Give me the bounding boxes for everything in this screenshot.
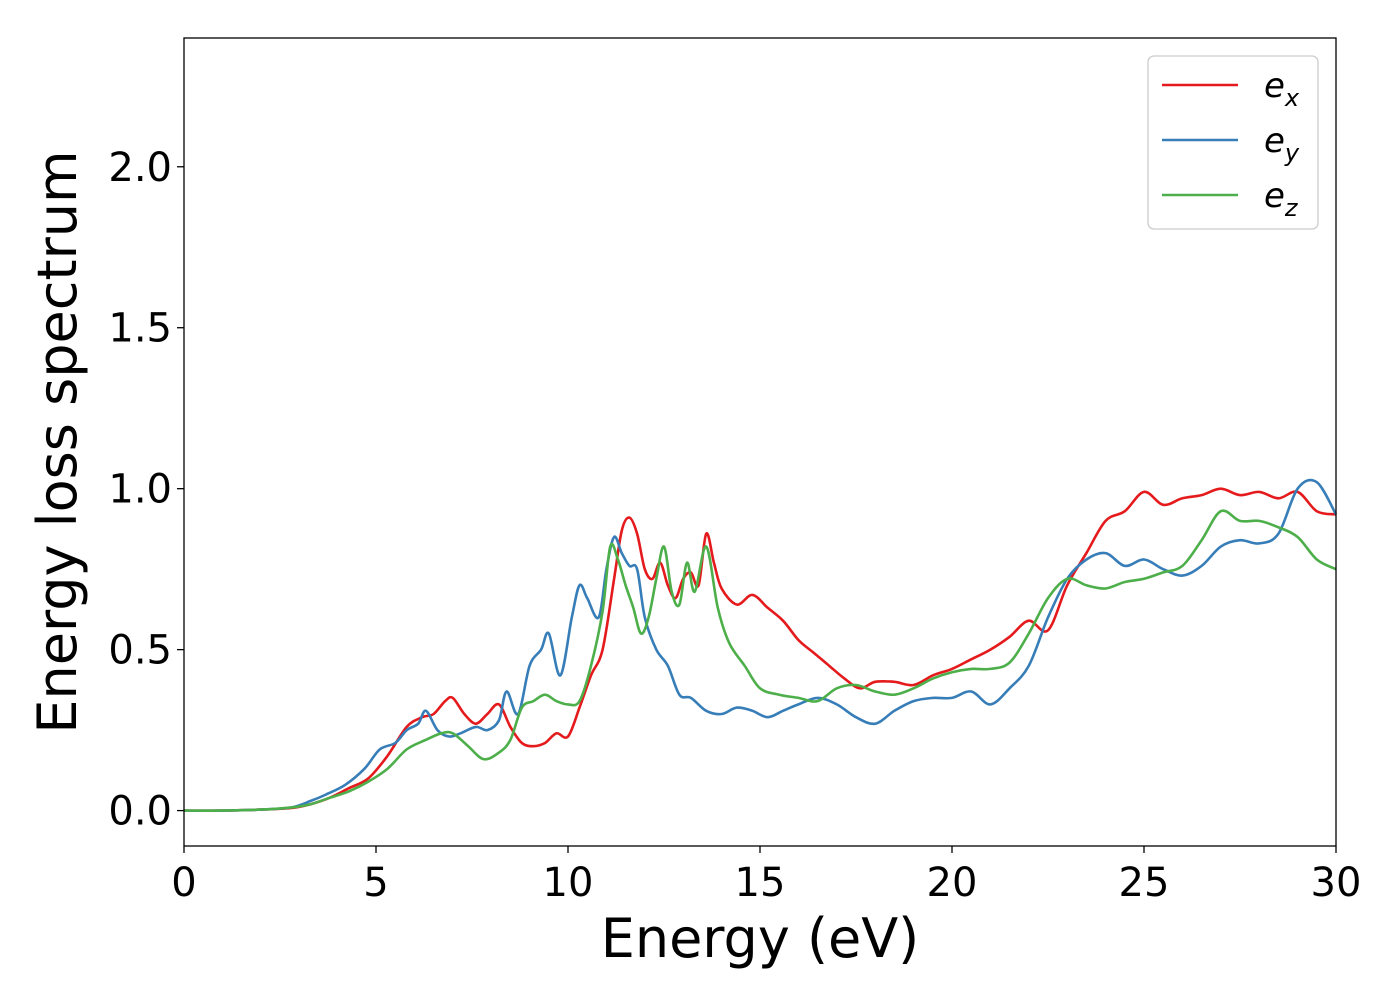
series-line-x <box>183 487 1337 812</box>
x-tick-label: 25 <box>1119 860 1170 906</box>
legend-label-subscript: z <box>1284 194 1299 222</box>
legend-label-y: ey <box>1264 121 1300 167</box>
series-layer <box>183 478 1338 812</box>
x-tick-label: 5 <box>363 860 388 906</box>
x-tick-label: 20 <box>927 860 978 906</box>
y-tick-label: 0.5 <box>108 628 172 674</box>
x-tick-label: 15 <box>735 860 786 906</box>
legend-label-base: e <box>1264 66 1285 106</box>
legend-label-x: ex <box>1264 66 1300 112</box>
series-line-z <box>183 509 1337 812</box>
y-axis-title: Energy loss spectrum <box>26 150 89 733</box>
y-tick-label: 1.5 <box>108 306 172 352</box>
x-axis: 0 5 10 15 20 25 30 <box>171 846 1361 906</box>
legend-label-base: e <box>1264 176 1285 216</box>
legend-label-base: e <box>1264 121 1285 161</box>
x-tick-label: 10 <box>543 860 594 906</box>
y-tick-label: 2.0 <box>108 145 172 191</box>
legend-label-subscript: x <box>1284 84 1300 112</box>
legend-label-subscript: y <box>1284 139 1300 167</box>
legend-label-z: ez <box>1264 176 1299 222</box>
x-axis-title: Energy (eV) <box>601 907 920 970</box>
series-line-y <box>183 478 1338 812</box>
y-axis: 0.0 0.5 1.0 1.5 2.0 <box>108 145 184 835</box>
legend-box <box>1147 55 1319 230</box>
x-tick-label: 30 <box>1311 860 1362 906</box>
x-tick-label: 0 <box>171 860 196 906</box>
y-tick-label: 0.0 <box>108 789 172 835</box>
y-tick-label: 1.0 <box>108 467 172 513</box>
